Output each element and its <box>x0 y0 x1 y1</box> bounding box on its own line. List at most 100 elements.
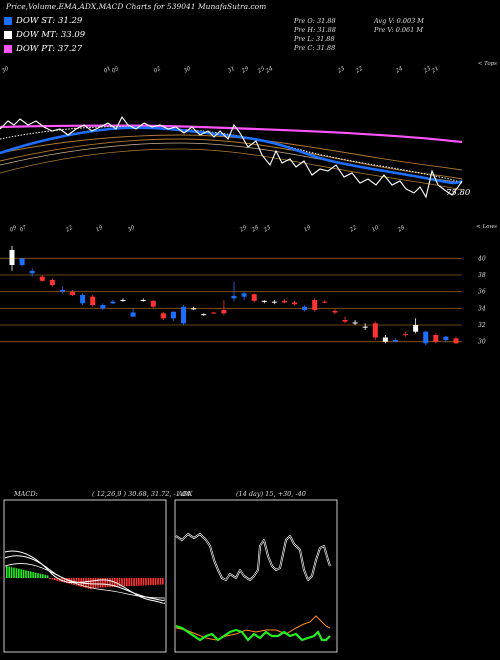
candle-body <box>423 331 429 344</box>
macd-hist-bar <box>51 578 54 580</box>
top-date-label: 23 <box>336 66 346 75</box>
legend-label-dow-pt: DOW PT: 37.27 <box>16 43 83 54</box>
macd-hist-bar <box>78 578 80 587</box>
low-date-label: 23 <box>262 225 272 234</box>
legend-item-dow-st: DOW ST: 31.29 <box>4 14 82 27</box>
candlestick-panel: 09 07 22 19 30 29 28 23 19 22 10 28 < Lows 40383634… <box>0 224 497 346</box>
candle-body <box>403 334 409 336</box>
adx-minus-di-line <box>175 624 331 642</box>
macd-values: ( 12,26,9 ) 30.68, 31.72, -1.04 <box>92 490 191 498</box>
y-tick-label: 32 <box>478 322 486 329</box>
ema-band-4 <box>0 148 463 191</box>
candle-body <box>312 300 318 310</box>
candle-body <box>130 312 136 317</box>
macd-hist-bar <box>66 578 68 584</box>
low-date-label: 09 <box>9 225 18 234</box>
macd-hist-bar <box>121 578 123 587</box>
candle-body <box>201 314 207 316</box>
low-date-label: 22 <box>348 225 358 234</box>
candle-body <box>140 300 146 301</box>
macd-hist-bar <box>63 578 66 583</box>
candle-body <box>443 336 449 340</box>
macd-hist-bar <box>32 572 34 578</box>
candle-body <box>342 320 348 322</box>
macd-hist-bar <box>128 578 130 587</box>
candle-body <box>281 300 287 303</box>
macd-hist-bar <box>8 566 10 578</box>
macd-hist-bar <box>102 578 104 588</box>
chart-title: Price,Volume,EMA,ADX,MACD Charts for 539… <box>6 2 267 11</box>
low-date-label: 29 <box>238 225 248 234</box>
macd-hist-bar <box>39 573 42 578</box>
candle-body <box>302 306 308 310</box>
tops-corner-label: < Tops <box>478 61 497 67</box>
macd-hist-bar <box>15 568 18 578</box>
macd-hist-bar <box>44 574 46 578</box>
macd-hist-bar <box>61 578 63 582</box>
candle-body <box>100 305 106 309</box>
top-date-label: 30 <box>1 66 10 75</box>
top-date-label: 21 <box>430 66 440 75</box>
legend-item-dow-mt: DOW MT: 33.09 <box>4 28 85 41</box>
low-date-label: 19 <box>303 225 312 234</box>
macd-hist-bar <box>130 578 133 587</box>
lows-corner-label: < Lows <box>476 224 497 230</box>
candle-body <box>59 290 65 292</box>
macd-hist-bar <box>34 572 37 578</box>
y-tick-label: 40 <box>477 255 486 262</box>
ohlc-close: Pre C: 31.88 <box>294 44 336 52</box>
macd-hist-bar <box>135 578 138 586</box>
legend-label-dow-st: DOW ST: 31.29 <box>16 15 83 26</box>
candle-body <box>332 310 338 313</box>
candle-body <box>453 338 459 344</box>
prev-volume: Pre V: 0.061 M <box>374 26 424 34</box>
macd-hist-bar <box>25 570 27 578</box>
adx-frame <box>174 499 338 653</box>
legend-item-dow-pt: DOW PT: 37.27 <box>4 42 82 55</box>
candle-body <box>292 302 298 305</box>
adx-values: (14 day) 15, +30, -40 <box>236 490 306 498</box>
price-line <box>0 115 463 199</box>
macd-hist-bar <box>37 573 39 578</box>
ema-long-line <box>0 124 463 144</box>
top-date-label: 05 <box>111 66 120 75</box>
macd-hist-bar <box>49 578 51 579</box>
price-gridlines: 40 38 36 34 32 30 <box>0 255 486 346</box>
legend-swatch-blue <box>4 16 12 25</box>
top-date-label: 02 <box>153 66 162 75</box>
candle-body <box>90 296 96 305</box>
top-date-label: 24 <box>264 66 274 75</box>
candle-body <box>433 335 439 342</box>
macd-hist-bar <box>6 566 8 578</box>
ema-mid-line <box>0 126 463 184</box>
y-tick-label: 36 <box>478 289 486 296</box>
macd-hist-bar <box>133 578 135 586</box>
ohlc-open: Pre O: 31.88 <box>294 17 336 25</box>
macd-signal-line-2 <box>4 563 166 599</box>
macd-hist-bar <box>73 578 75 585</box>
adx-label: ADX <box>178 490 193 498</box>
macd-hist-bar <box>92 578 94 588</box>
low-date-labels: 09 07 22 19 30 29 28 23 19 22 10 28 <box>9 225 406 234</box>
candle-body <box>221 310 227 314</box>
macd-hist-bar <box>106 578 109 588</box>
top-date-label: 25 <box>256 66 266 75</box>
macd-hist-bar <box>126 578 128 587</box>
candle-body <box>251 294 257 301</box>
candle-body <box>413 325 419 332</box>
macd-hist-bar <box>152 578 154 585</box>
top-date-label: 23 <box>422 66 432 75</box>
candle-body <box>150 300 156 307</box>
macd-hist-bar <box>114 578 116 587</box>
candle-body <box>322 301 328 303</box>
top-date-label: 22 <box>354 66 364 75</box>
last-price-label: 75.80 <box>446 188 471 198</box>
candle-body <box>29 270 35 274</box>
macd-hist-bar <box>145 578 147 586</box>
candle-body <box>211 312 217 314</box>
macd-hist-bar <box>68 578 70 584</box>
candle-body <box>362 326 368 328</box>
macd-hist-bar <box>142 578 145 586</box>
low-date-label: 30 <box>127 225 136 234</box>
